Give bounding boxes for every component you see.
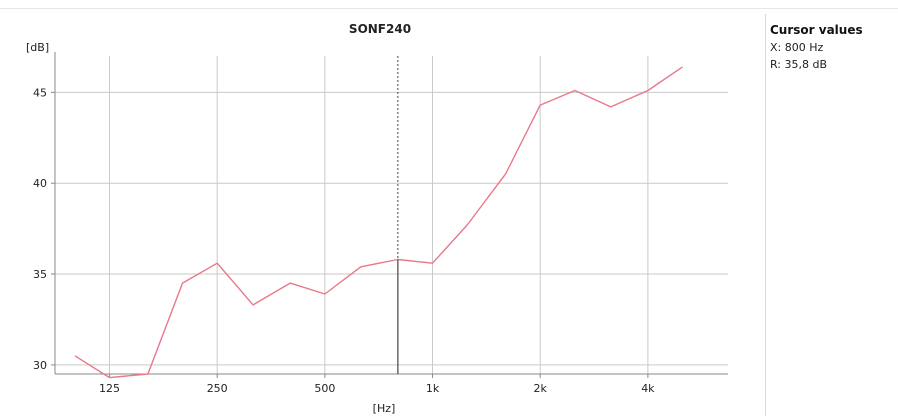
data-point bbox=[74, 355, 75, 356]
data-point bbox=[505, 174, 506, 175]
y-tick-label: 35 bbox=[33, 268, 47, 281]
x-axis-label: [Hz] bbox=[373, 402, 396, 415]
y-tick-label: 30 bbox=[33, 359, 47, 372]
cursor-values-title: Cursor values bbox=[770, 23, 863, 37]
data-point bbox=[610, 106, 611, 107]
data-point bbox=[574, 90, 575, 91]
data-point bbox=[324, 293, 325, 294]
data-point bbox=[647, 90, 648, 91]
x-tick-label: 2k bbox=[534, 382, 548, 395]
x-tick-label: 250 bbox=[207, 382, 228, 395]
cursor-values-panel: Cursor values X: 800 Hz R: 35,8 dB bbox=[770, 22, 898, 73]
top-separator bbox=[0, 8, 898, 9]
data-point bbox=[360, 266, 361, 267]
series bbox=[74, 66, 683, 379]
data-point bbox=[217, 263, 218, 264]
frequency-response-chart: 125 250 500 1k 2k 4k 30 35 40 45 SONF240 [dB] [Hz… bbox=[26, 22, 728, 415]
y-tick-label: 45 bbox=[33, 86, 47, 99]
x-tick-label: 1k bbox=[426, 382, 440, 395]
tick-labels: 125 250 500 1k 2k 4k 30 35 40 45 bbox=[33, 86, 655, 395]
x-tick-label: 125 bbox=[99, 382, 120, 395]
data-point bbox=[147, 373, 148, 374]
x-tick-label: 4k bbox=[641, 382, 655, 395]
cursor-r-value: R: 35,8 dB bbox=[770, 58, 828, 71]
axes bbox=[51, 52, 728, 378]
series-line bbox=[74, 66, 683, 379]
data-point bbox=[682, 66, 683, 67]
x-tick-label: 500 bbox=[314, 382, 335, 395]
data-point bbox=[467, 224, 468, 225]
data-point bbox=[252, 304, 253, 305]
y-tick-label: 40 bbox=[33, 177, 47, 190]
data-point bbox=[540, 104, 541, 105]
y-axis-label: [dB] bbox=[26, 41, 49, 54]
grid bbox=[55, 56, 728, 374]
data-point bbox=[182, 283, 183, 284]
data-point bbox=[109, 377, 110, 378]
panel-divider bbox=[765, 14, 766, 416]
cursor-x-value: X: 800 Hz bbox=[770, 41, 824, 54]
data-point bbox=[432, 263, 433, 264]
chart-title: SONF240 bbox=[349, 22, 411, 36]
data-point bbox=[290, 283, 291, 284]
